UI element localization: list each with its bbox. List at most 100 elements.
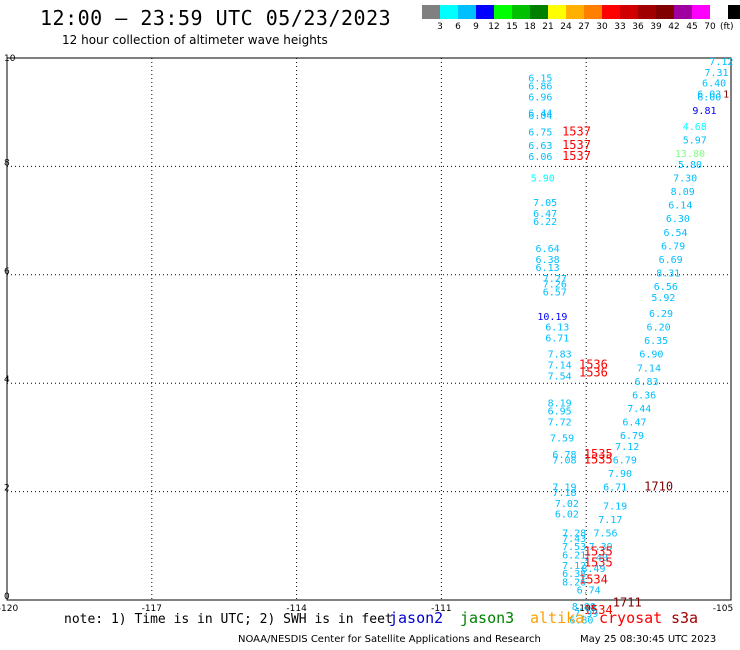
- color-scale-label: 27: [578, 22, 590, 32]
- wave-height-label: 8.31: [656, 268, 680, 279]
- wave-height-label: 6.83: [634, 377, 658, 388]
- wave-height-label: 7.28: [562, 529, 586, 540]
- y-tick-label: 4: [4, 375, 10, 385]
- wave-height-label: 10.19: [537, 312, 567, 323]
- pass-time-label: 1537: [562, 125, 591, 139]
- wave-height-label: 7.02: [555, 499, 579, 510]
- wave-height-label: 6.75: [528, 128, 552, 139]
- wave-height-label: 6.95: [548, 407, 572, 418]
- color-scale-label: 3: [437, 22, 443, 32]
- generated-timestamp: May 25 08:30:45 UTC 2023: [580, 634, 717, 645]
- wave-height-label: 7.56: [593, 529, 617, 540]
- wave-height-label: 7.19: [552, 483, 576, 494]
- pass-time-label: 1535: [584, 447, 613, 461]
- wave-height-label: 7.17: [598, 515, 622, 526]
- wave-height-label: 6.14: [668, 201, 692, 212]
- y-tick-label: 10: [4, 54, 16, 64]
- pass-time-label: 1537: [562, 138, 591, 152]
- x-tick-label: -111: [431, 604, 451, 614]
- wave-height-label: 7.72: [548, 417, 572, 428]
- pass-time-label: 1536: [579, 366, 608, 380]
- wave-height-label: 6.79: [613, 455, 637, 466]
- wave-height-label: 6.38: [536, 255, 560, 266]
- wave-height-label: 7.54: [548, 371, 572, 382]
- wave-height-label: 6.20: [647, 323, 671, 334]
- wave-height-label: 6.96: [528, 92, 552, 103]
- wave-height-label: 6.79: [661, 241, 685, 252]
- chart-subtitle: 12 hour collection of altimeter wave hei…: [62, 33, 328, 47]
- color-scale-label: 30: [596, 22, 608, 32]
- color-scale-label: 15: [506, 22, 518, 32]
- color-scale-label: 33: [614, 22, 626, 32]
- color-scale-label: 12: [488, 22, 500, 32]
- wave-height-label: 6.71: [603, 483, 627, 494]
- wave-height-label: 6.03: [697, 90, 721, 101]
- wave-height-label: 13.80: [675, 149, 705, 160]
- color-swatch: [530, 5, 548, 19]
- wave-height-label: 6.44: [528, 109, 552, 120]
- y-tick-label: 8: [4, 158, 10, 168]
- wave-height-label: 7.40: [584, 553, 608, 564]
- chart-title: 12:00 – 23:59 UTC 05/23/2023: [40, 6, 392, 30]
- color-swatch: [440, 5, 458, 19]
- wave-height-label: 6.79: [620, 431, 644, 442]
- color-scale-label: 24: [560, 22, 572, 32]
- wave-height-label: 9.81: [692, 106, 716, 117]
- wave-height-label: 6.71: [545, 333, 569, 344]
- wave-height-label: 6.06: [528, 152, 552, 163]
- plot-frame: [6, 57, 732, 601]
- wave-height-label: 7.12: [709, 57, 733, 68]
- wave-height-label: 7.90: [608, 469, 632, 480]
- wave-height-label: 7.99: [574, 609, 598, 620]
- wave-height-label: 6.47: [622, 417, 646, 428]
- wave-height-label: 7.83: [548, 350, 572, 361]
- wave-height-label: 7.31: [704, 68, 728, 79]
- color-scale-label: 42: [668, 22, 680, 32]
- wave-height-label: 5.97: [683, 136, 707, 147]
- wave-height-label: 6.38: [562, 569, 586, 580]
- wave-height-label: 6.57: [543, 287, 567, 298]
- color-swatch: [602, 5, 620, 19]
- wave-height-label: 6.00: [697, 92, 721, 103]
- legend-entry-jason2: jason2: [389, 609, 444, 627]
- wave-height-label: 7.26: [543, 279, 567, 290]
- wave-height-label: 6.47: [533, 209, 557, 220]
- wave-height-label: 6.22: [533, 217, 557, 228]
- pass-time-label: 1537: [562, 149, 591, 163]
- y-tick-label: 6: [4, 267, 10, 277]
- x-tick-label: -120: [0, 604, 18, 614]
- wave-height-label: 7.27: [543, 274, 567, 285]
- wave-height-label: 7.43: [562, 534, 586, 545]
- wave-height-label: 6.69: [659, 255, 683, 266]
- color-scale-label: 18: [524, 22, 536, 32]
- wave-height-label: 8.09: [671, 187, 695, 198]
- legend-entry-s3a: s3a: [671, 609, 699, 627]
- wave-height-label: 6.86: [528, 81, 552, 92]
- wave-height-label: 1: [723, 90, 729, 101]
- x-tick-label: -105: [713, 604, 733, 614]
- pass-time-label: 1536: [579, 358, 608, 372]
- color-swatch: [710, 5, 728, 19]
- x-tick-label: -117: [142, 604, 162, 614]
- wave-height-label: 7.59: [550, 434, 574, 445]
- wave-height-label: 7.14: [548, 361, 572, 372]
- wave-height-label: 6.13: [545, 323, 569, 334]
- color-swatch: [566, 5, 584, 19]
- pass-time-label: 1534: [579, 573, 608, 587]
- pass-time-label: 1710: [644, 480, 673, 494]
- wave-height-label: 7.18: [552, 488, 576, 499]
- color-swatch: [494, 5, 512, 19]
- wave-height-label: 6.56: [654, 282, 678, 293]
- legend-entry-jason3: jason3: [460, 609, 515, 627]
- color-scale-label: 9: [473, 22, 479, 32]
- legend-entry-cryosat: cryosat: [599, 609, 663, 627]
- wave-height-label: 6.40: [702, 79, 726, 90]
- wave-height-label: 7.53: [562, 542, 586, 553]
- wave-height-label: 7.14: [637, 363, 661, 374]
- wave-height-label: 6.90: [639, 350, 663, 361]
- color-swatch: [548, 5, 566, 19]
- wave-height-label: 5.92: [651, 293, 675, 304]
- color-scale-label: 21: [542, 22, 554, 32]
- color-scale-label: 36: [632, 22, 644, 32]
